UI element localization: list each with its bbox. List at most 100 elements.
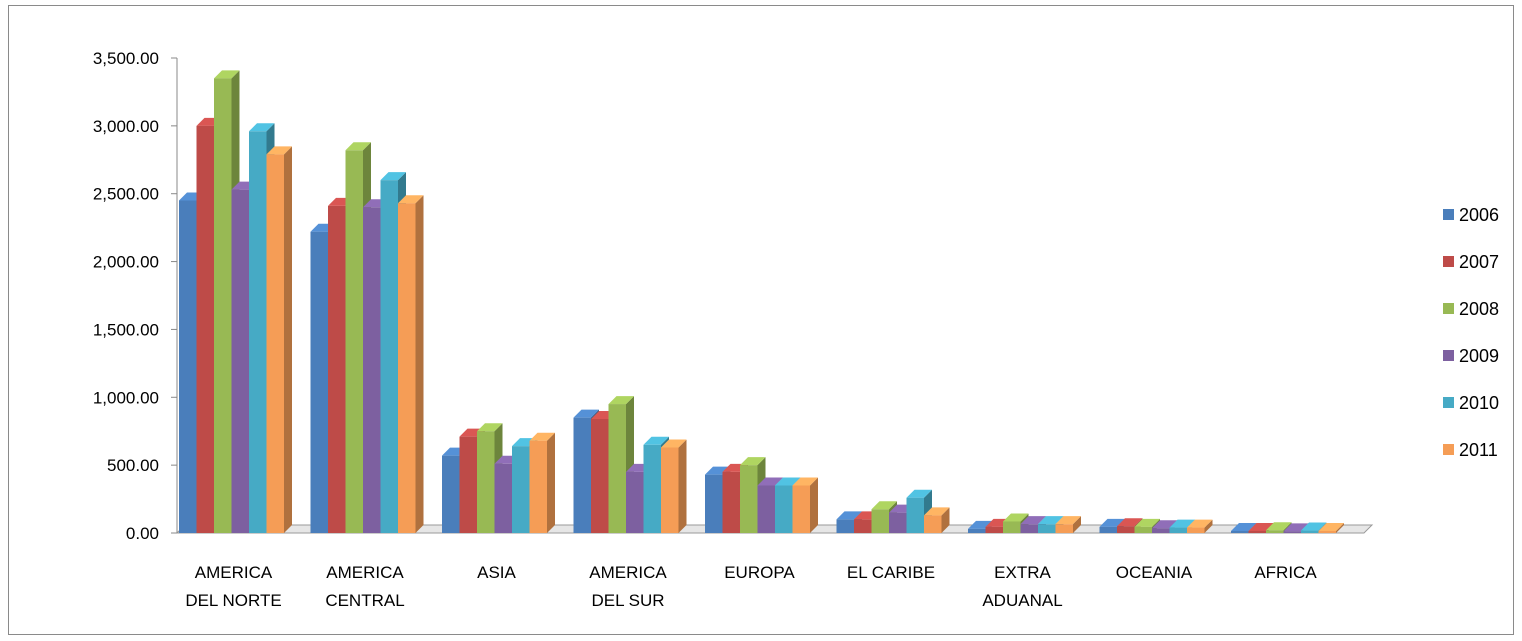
bar-top (1117, 518, 1143, 527)
bar (985, 526, 1003, 533)
bar (757, 485, 775, 533)
bar-chart: 0.00 500.00 1,000.00 1,500.00 2,000.00 2,500.… (93, 49, 1499, 610)
bar (1134, 526, 1152, 533)
bar-top (266, 146, 292, 155)
bar (1283, 531, 1301, 533)
bar (792, 485, 810, 533)
x-tick-label: EXTRA (994, 563, 1051, 582)
bar (1020, 524, 1038, 533)
x-tick-label: AFRICA (1254, 563, 1317, 582)
bar (477, 431, 495, 533)
bar-top (757, 477, 783, 486)
legend-label: 2010 (1459, 393, 1499, 413)
bar (968, 528, 986, 533)
legend-label: 2006 (1459, 205, 1499, 225)
y-tick-label: 0.00 (126, 524, 159, 543)
bar-top (529, 432, 555, 441)
legend-label: 2011 (1459, 440, 1498, 460)
bar-side (678, 439, 687, 533)
bar-top (1318, 522, 1344, 531)
bar (1055, 524, 1073, 533)
x-tick-label: EUROPA (724, 563, 795, 582)
legend-swatch (1443, 256, 1454, 267)
y-tick-label: 1,500.00 (93, 320, 159, 339)
bar (854, 519, 872, 533)
bar-top (398, 195, 424, 204)
bar-side (547, 432, 555, 533)
x-tick-label: AMERICA (195, 563, 273, 582)
bar-side (415, 195, 424, 533)
bar (1152, 528, 1170, 533)
bar (924, 515, 942, 533)
x-tick-label: AMERICA (326, 563, 404, 582)
bar-top (1003, 513, 1029, 522)
bar (775, 485, 793, 533)
x-tick-label: DEL SUR (591, 591, 664, 610)
bar (266, 154, 284, 533)
bar-top (1169, 519, 1195, 528)
x-tick-label: AMERICA (589, 563, 667, 582)
bar-top (740, 457, 766, 466)
bar (1231, 530, 1249, 533)
legend-swatch (1443, 444, 1454, 455)
y-tick-label: 500.00 (107, 456, 159, 475)
bar (608, 404, 626, 533)
bar (705, 474, 723, 533)
bar (1248, 530, 1266, 533)
bar-top (775, 477, 801, 486)
bar (363, 207, 381, 534)
bar-top (1134, 518, 1160, 527)
bar-top (643, 436, 669, 445)
bar (643, 444, 661, 533)
x-tick-label: ADUANAL (982, 591, 1062, 610)
bar (906, 497, 924, 533)
y-tick-label: 2,500.00 (93, 185, 159, 204)
legend-swatch (1443, 350, 1454, 361)
legend-swatch (1443, 209, 1454, 220)
bar (871, 509, 889, 533)
bar (529, 440, 547, 533)
legend-label: 2008 (1459, 299, 1499, 319)
bar (1301, 530, 1319, 533)
bar (398, 203, 416, 533)
x-tick-label: OCEANIA (1116, 563, 1193, 582)
bar (328, 205, 346, 533)
bar-side (1204, 519, 1213, 533)
bar (626, 471, 644, 533)
bar-top (380, 172, 406, 181)
bar-top (1187, 519, 1213, 528)
bar (1099, 526, 1117, 533)
bar-top (1038, 516, 1064, 525)
bar-top (345, 142, 371, 151)
y-tick-label: 3,000.00 (93, 117, 159, 136)
bar (249, 131, 267, 533)
bar-top (573, 409, 599, 418)
bar (836, 519, 854, 533)
bar (591, 419, 609, 533)
bar-side (941, 507, 950, 533)
bar (1266, 530, 1284, 533)
bar (179, 200, 197, 533)
bar (1003, 521, 1021, 533)
bar (310, 231, 328, 533)
bar-top (214, 70, 240, 79)
bar-side (810, 477, 818, 533)
bar (573, 417, 591, 533)
bar (459, 436, 477, 533)
y-tick-label: 1,000.00 (93, 388, 159, 407)
bar (1318, 530, 1336, 533)
bar (740, 465, 758, 533)
chart-area: 0.00 500.00 1,000.00 1,500.00 2,000.00 2,500.… (8, 5, 1514, 635)
bar-side (284, 146, 292, 533)
bar-top (477, 423, 503, 432)
bar (345, 150, 363, 534)
bar (722, 471, 740, 533)
bar-side (1336, 522, 1344, 533)
bar (442, 455, 460, 533)
bar-top (608, 396, 634, 405)
bar-top (836, 511, 862, 520)
y-tick-label: 2,000.00 (93, 253, 159, 272)
bar (214, 78, 232, 533)
legend-swatch (1443, 303, 1454, 314)
bar (1169, 527, 1187, 533)
